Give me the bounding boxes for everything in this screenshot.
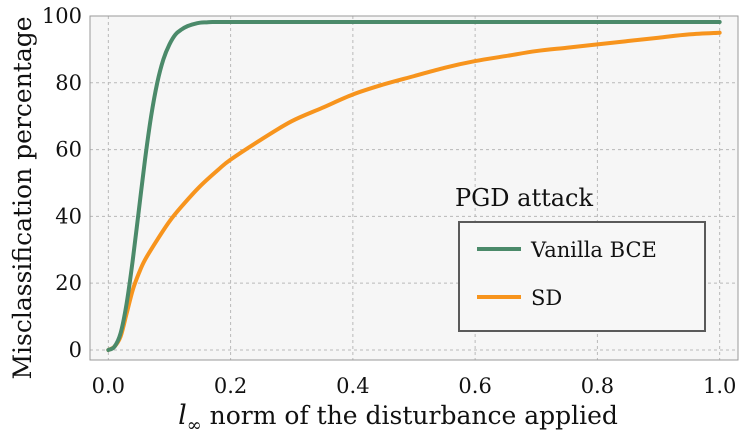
legend-box xyxy=(458,221,706,332)
y-axis-label: Misclassification percentage xyxy=(8,16,37,379)
y-tick-label: 0 xyxy=(69,338,82,362)
legend: Vanilla BCE SD xyxy=(458,221,706,332)
x-tick-label: 1.0 xyxy=(703,374,736,398)
x-tick-label: 0.4 xyxy=(336,374,369,398)
legend-label-vanilla-bce: Vanilla BCE xyxy=(530,238,657,262)
x-tick-label: 0.0 xyxy=(92,374,125,398)
plot-frame xyxy=(89,15,739,361)
legend-label-sd: SD xyxy=(531,286,562,310)
x-tick-label: 0.8 xyxy=(581,374,614,398)
y-tick-label: 40 xyxy=(55,204,82,228)
x-axis-label-text: norm of the disturbance applied xyxy=(202,401,618,430)
x-tick-label: 0.6 xyxy=(458,374,491,398)
x-ticks: 0.0 0.2 0.4 0.6 0.8 1.0 xyxy=(92,374,737,398)
series-line-sd xyxy=(106,30,722,352)
x-tick-label: 0.2 xyxy=(214,374,247,398)
series-line-vanilla-bce xyxy=(106,19,722,352)
y-ticks: 0 20 40 60 80 100 xyxy=(42,4,82,362)
y-tick-label: 60 xyxy=(55,138,82,162)
y-tick-label: 100 xyxy=(42,4,82,28)
series-layer xyxy=(106,19,722,352)
y-tick-label: 80 xyxy=(55,71,82,95)
x-axis-label-subscript: ∞ xyxy=(187,415,202,436)
y-tick-label: 20 xyxy=(55,271,82,295)
x-axis-label: l∞ norm of the disturbance applied xyxy=(178,400,618,436)
legend-title: PGD attack xyxy=(455,184,594,212)
x-axis-label-variable: l xyxy=(178,400,187,431)
